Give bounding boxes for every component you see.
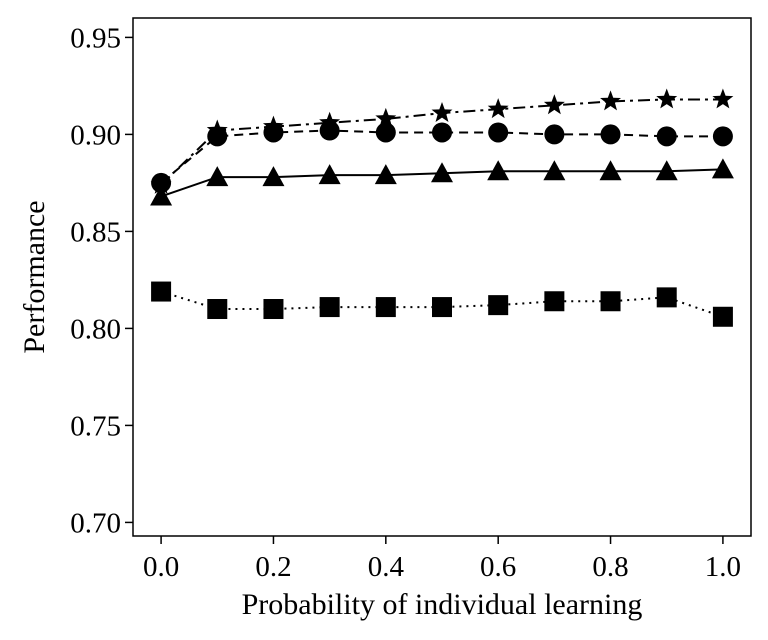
data-point-square [207, 299, 228, 320]
data-point-triangle [599, 160, 622, 181]
x-tick-label: 0.4 [368, 551, 405, 583]
data-point-triangle [374, 164, 397, 185]
data-point-circle [600, 124, 621, 145]
data-point-star [656, 88, 678, 109]
data-point-circle [207, 126, 228, 147]
data-point-square [263, 299, 284, 320]
y-tick-label: 0.80 [70, 313, 121, 345]
y-axis: 0.70 0.75 0.80 0.85 0.90 0.95 [70, 22, 133, 539]
data-point-square [544, 291, 565, 312]
data-point-square [656, 287, 677, 308]
series-layer [150, 88, 734, 327]
data-point-circle [151, 172, 172, 193]
x-tick-label: 0.6 [480, 551, 516, 583]
data-point-square [375, 297, 396, 318]
x-tick-label: 0.2 [255, 551, 291, 583]
y-tick-label: 0.95 [70, 22, 121, 54]
data-point-triangle [318, 164, 341, 185]
data-point-star [600, 90, 622, 111]
data-point-star [431, 102, 453, 122]
series-line-circle [160, 129, 723, 184]
data-point-triangle [487, 160, 510, 181]
data-point-triangle [206, 166, 229, 187]
data-point-circle [656, 126, 677, 147]
data-point-square [600, 291, 621, 312]
data-point-circle [375, 122, 396, 143]
data-point-triangle [431, 162, 453, 183]
data-point-star [543, 94, 565, 115]
x-tick-label: 1.0 [705, 551, 741, 583]
data-point-square [488, 295, 509, 316]
data-point-star [487, 98, 509, 119]
data-point-circle [263, 122, 284, 143]
y-tick-label: 0.85 [70, 216, 121, 248]
data-point-circle [319, 120, 340, 141]
y-tick-label: 0.75 [70, 410, 121, 442]
y-tick-label: 0.70 [70, 507, 121, 539]
y-tick-label: 0.90 [70, 119, 121, 151]
data-point-triangle [262, 166, 285, 187]
x-tick-label: 0.8 [592, 551, 628, 583]
data-point-square [319, 297, 340, 318]
y-axis-label: Performance [18, 200, 51, 353]
data-point-star [375, 107, 397, 128]
data-point-circle [544, 124, 565, 145]
data-point-square [432, 297, 452, 318]
data-point-triangle [543, 160, 566, 181]
data-point-circle [488, 122, 509, 143]
data-point-triangle [150, 185, 173, 206]
data-point-star [712, 88, 734, 109]
x-axis: 0.0 0.2 0.4 0.6 0.8 1.0 [143, 536, 741, 583]
data-point-square [712, 306, 733, 327]
data-point-triangle [655, 160, 678, 181]
plot-frame [132, 17, 752, 537]
x-axis-label: Probability of individual learning [242, 588, 643, 621]
data-point-square [151, 281, 172, 302]
x-tick-label: 0.0 [143, 551, 179, 583]
data-point-triangle [711, 158, 734, 179]
data-point-circle [432, 122, 452, 143]
data-point-circle [712, 126, 733, 147]
